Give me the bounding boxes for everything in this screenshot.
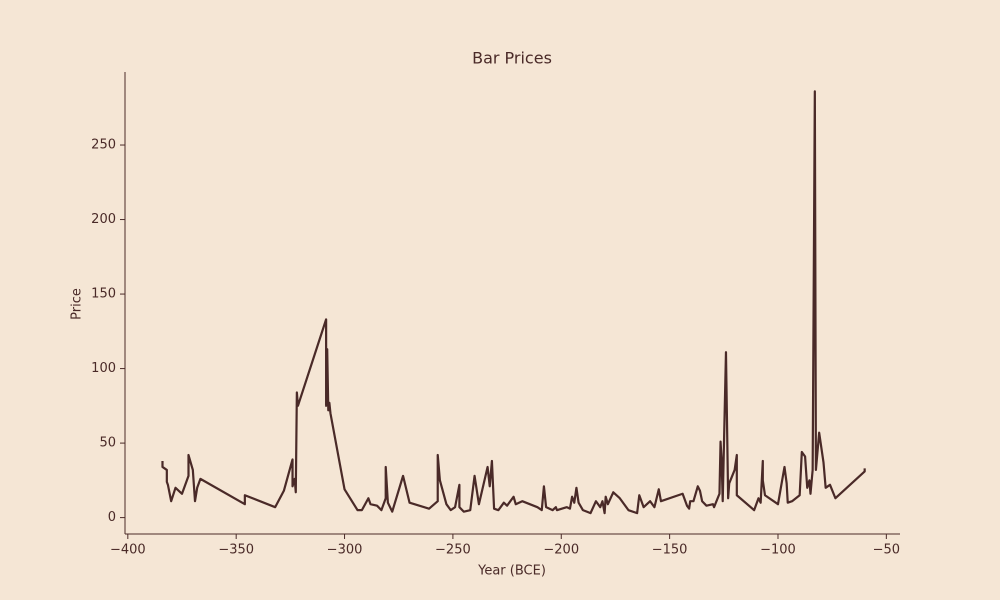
- y-tick-label: 250: [91, 138, 116, 153]
- y-tick-label: 50: [99, 436, 116, 451]
- x-tick-label: −200: [543, 543, 579, 558]
- x-tick-label: −350: [218, 543, 254, 558]
- chart-title: Bar Prices: [472, 49, 552, 68]
- y-tick-label: 100: [91, 361, 116, 376]
- x-tick-label: −50: [873, 543, 900, 558]
- x-tick-label: −250: [435, 543, 471, 558]
- price-line: [161, 90, 866, 515]
- x-tick-label: −300: [327, 543, 363, 558]
- x-axis-label: Year (BCE): [477, 564, 546, 579]
- x-tick-label: −400: [110, 543, 146, 558]
- y-axis-label: Price: [70, 288, 85, 320]
- y-tick-label: 0: [108, 510, 116, 525]
- x-tick-label: −150: [652, 543, 688, 558]
- y-tick-label: 150: [91, 287, 116, 302]
- x-tick-label: −100: [760, 543, 796, 558]
- y-tick-label: 200: [91, 212, 116, 227]
